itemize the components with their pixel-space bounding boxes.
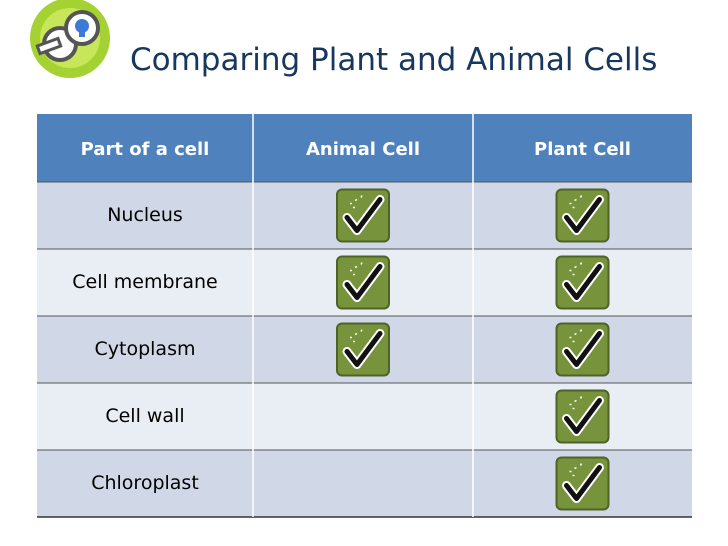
check-sparkle	[569, 396, 583, 410]
check-mark	[564, 197, 602, 233]
check-mark	[344, 197, 383, 233]
header-row	[37, 114, 692, 182]
check-sparkle	[569, 329, 583, 343]
row-label: Chloroplast	[91, 472, 199, 494]
check-mark	[344, 331, 383, 367]
check-mark	[564, 465, 602, 501]
check-sparkle	[350, 329, 363, 343]
check-icon	[555, 255, 610, 310]
check-mark	[344, 264, 383, 300]
check-mark	[564, 398, 602, 434]
check-icon	[555, 389, 610, 444]
key-icon	[30, 0, 110, 78]
check-icon	[336, 188, 390, 243]
check-sparkle	[350, 195, 363, 209]
check-sparkle	[350, 262, 363, 276]
check-sparkle	[569, 463, 583, 477]
check-mark	[564, 264, 602, 300]
header-cell: Animal Cell	[306, 139, 420, 160]
row-label: Cell wall	[105, 405, 184, 427]
check-icon	[555, 188, 610, 243]
check-mark	[564, 331, 602, 367]
check-icon	[336, 255, 390, 310]
slide-title: Comparing Plant and Animal Cells	[130, 42, 658, 78]
header-cell: Part of a cell	[81, 139, 210, 160]
row-label: Cell membrane	[72, 271, 218, 293]
check-sparkle	[569, 195, 583, 209]
check-icon	[555, 456, 610, 511]
row-label: Nucleus	[107, 204, 183, 226]
check-icon	[336, 322, 390, 377]
header-cell: Plant Cell	[534, 139, 631, 160]
row-label: Cytoplasm	[95, 338, 196, 360]
check-sparkle	[569, 262, 583, 276]
check-icon	[555, 322, 610, 377]
